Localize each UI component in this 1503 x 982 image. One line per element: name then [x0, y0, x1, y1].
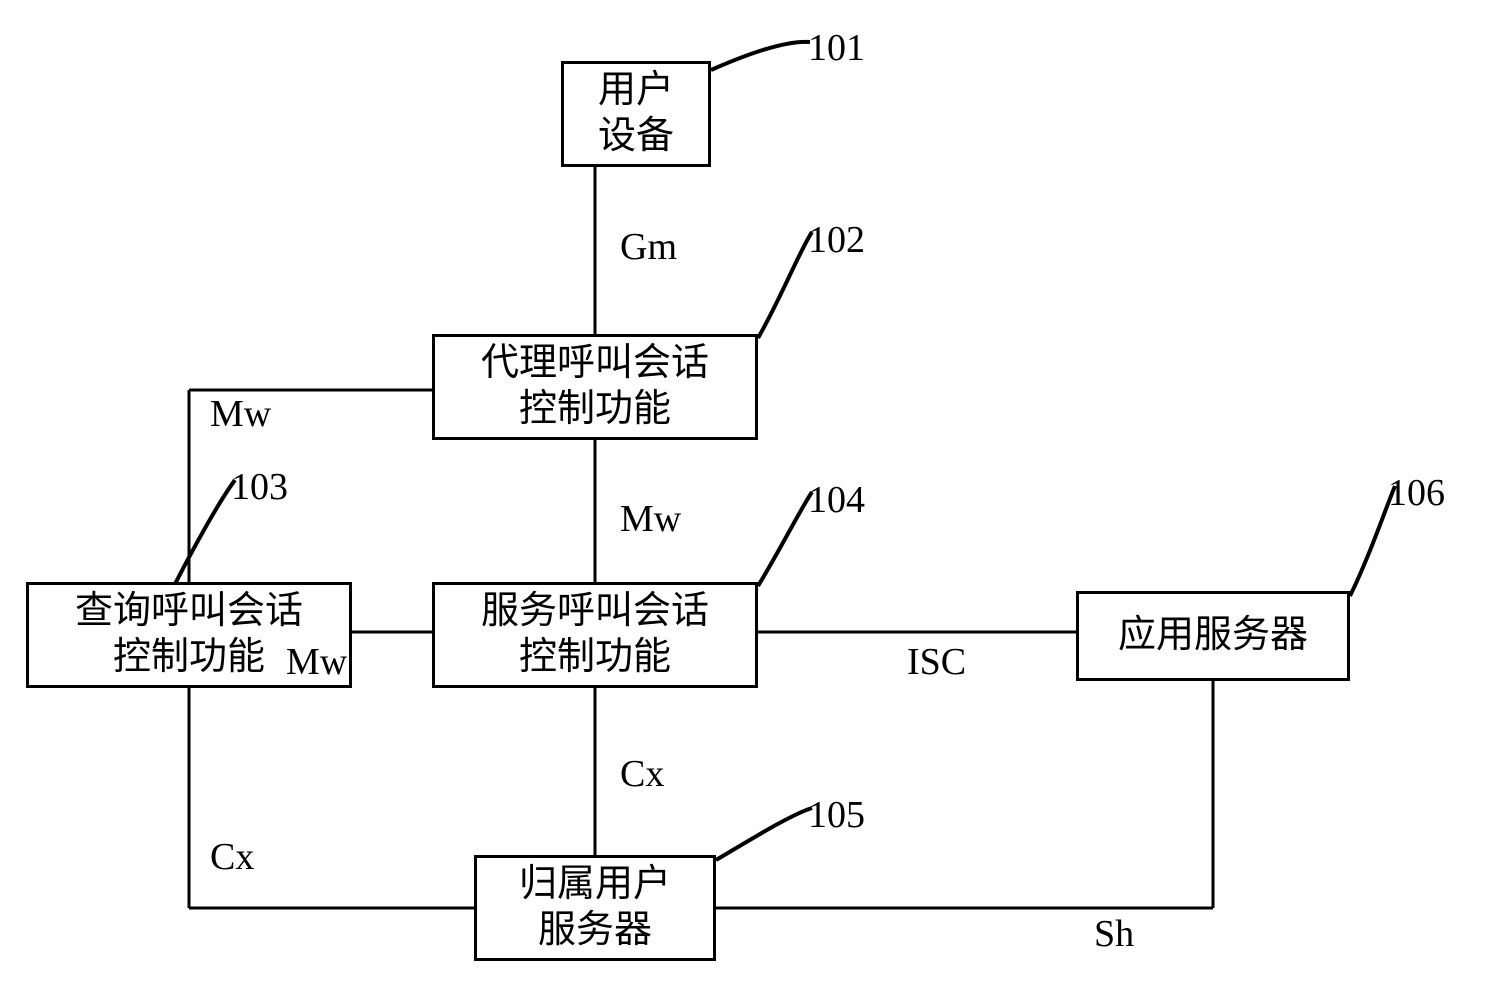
callout-105 — [716, 808, 812, 860]
edge-label-gm: Gm — [618, 225, 679, 269]
callout-102 — [758, 232, 812, 338]
node-line1: 归属用户 — [519, 862, 671, 908]
node-hss: 归属用户 服务器 — [474, 855, 716, 961]
edge-label-cx-104-105: Cx — [618, 752, 666, 796]
ref-101: 101 — [808, 26, 865, 70]
edge-label-isc: ISC — [905, 640, 968, 684]
node-line2: 控制功能 — [519, 387, 671, 433]
node-user-equipment: 用户 设备 — [561, 61, 711, 167]
ref-106: 106 — [1388, 471, 1445, 515]
edge-label-mw-103-104: Mw — [284, 640, 349, 684]
edge-label-mw-102-103: Mw — [208, 392, 273, 436]
callout-104 — [758, 492, 812, 586]
diagram-canvas: 用户 设备 代理呼叫会话 控制功能 查询呼叫会话 控制功能 服务呼叫会话 控制功… — [0, 0, 1503, 982]
edge-label-cx-103-105: Cx — [208, 835, 256, 879]
node-proxy-cscf: 代理呼叫会话 控制功能 — [432, 334, 758, 440]
callout-101 — [711, 42, 810, 70]
node-line2: 控制功能 — [519, 635, 671, 681]
ref-104: 104 — [808, 478, 865, 522]
node-app-server: 应用服务器 — [1076, 591, 1350, 681]
node-line1: 应用服务器 — [1118, 613, 1308, 659]
edge-label-sh: Sh — [1092, 912, 1136, 956]
callout-103 — [175, 480, 235, 584]
node-line1: 查询呼叫会话 — [75, 589, 303, 635]
node-line2: 设备 — [598, 114, 674, 160]
ref-105: 105 — [808, 793, 865, 837]
ref-103: 103 — [231, 465, 288, 509]
node-line1: 代理呼叫会话 — [481, 341, 709, 387]
edge-label-mw-102-104: Mw — [618, 497, 683, 541]
node-serving-cscf: 服务呼叫会话 控制功能 — [432, 582, 758, 688]
ref-102: 102 — [808, 218, 865, 262]
node-line1: 服务呼叫会话 — [481, 589, 709, 635]
node-line2: 服务器 — [538, 908, 652, 954]
node-line2: 控制功能 — [113, 635, 265, 681]
node-line1: 用户 — [598, 68, 674, 114]
